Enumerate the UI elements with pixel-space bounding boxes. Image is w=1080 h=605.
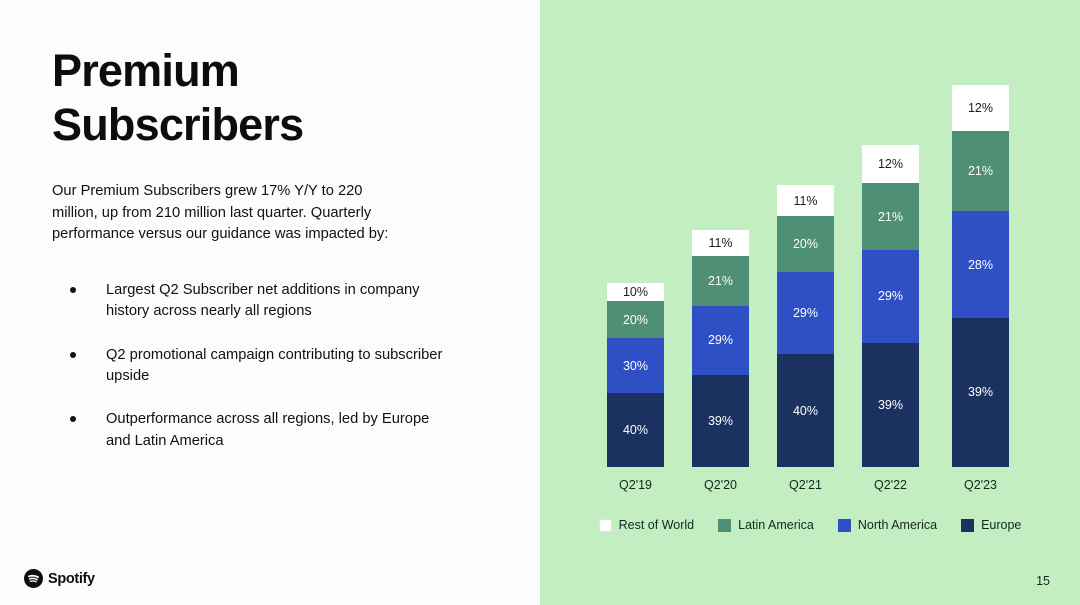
- bar-segment-label: 11%: [708, 236, 733, 251]
- legend-label: Europe: [981, 518, 1022, 532]
- bar-segment[interactable]: 12%: [952, 85, 1009, 131]
- bar-segment[interactable]: 20%: [607, 301, 664, 339]
- spotify-logo-icon: [24, 569, 43, 588]
- bullet-item: Largest Q2 Subscriber net additions in c…: [52, 280, 451, 323]
- bar-segment-label: 29%: [792, 306, 819, 321]
- stacked-bar-chart: 10% 20% 30% 40% Q2'19 11% 21% 29% 39% Q2'20 11% 20%…: [540, 0, 1080, 605]
- legend-entry[interactable]: Latin America: [718, 518, 814, 532]
- bullet-dot-icon: [70, 287, 76, 294]
- bar-segment-label: 29%: [877, 289, 904, 304]
- x-axis-label: Q2'21: [789, 478, 822, 492]
- legend-label: Latin America: [738, 518, 814, 532]
- left-content-panel: Premium Subscribers Our Premium Subscrib…: [24, 45, 490, 588]
- bar-segment-label: 39%: [967, 385, 994, 400]
- bar-segment[interactable]: 28%: [952, 211, 1009, 318]
- legend-label: North America: [857, 518, 938, 532]
- legend-entry[interactable]: Rest of World: [598, 518, 695, 532]
- x-axis-label: Q2'19: [619, 478, 652, 492]
- bar-segment-label: 20%: [622, 312, 649, 327]
- spotify-wordmark: Spotify: [48, 570, 95, 587]
- bullet-dot-icon: [70, 351, 76, 358]
- x-axis-label: Q2'23: [964, 478, 997, 492]
- bar-segment[interactable]: 11%: [777, 185, 834, 217]
- bar-segment-label: 21%: [967, 163, 994, 178]
- bar-segment[interactable]: 10%: [607, 283, 664, 302]
- bar-segment-label: 40%: [622, 423, 649, 438]
- bullet-item: Q2 promotional campaign contributing to …: [52, 345, 451, 388]
- bar-segment-label: 30%: [622, 358, 649, 373]
- bar-group[interactable]: 11% 20% 29% 40% Q2'21: [777, 185, 834, 492]
- bar-segment-label: 21%: [877, 209, 904, 224]
- bar-segment[interactable]: 21%: [692, 256, 749, 306]
- bullet-item: Outperformance across all regions, led b…: [52, 409, 451, 452]
- bar-segment-label: 12%: [967, 100, 994, 115]
- spotify-footer-logo: Spotify: [24, 569, 95, 588]
- bar-segment[interactable]: 11%: [692, 230, 749, 257]
- legend-label: Rest of World: [618, 518, 695, 532]
- legend-swatch-icon: [961, 518, 975, 532]
- bullet-text: Outperformance across all regions, led b…: [106, 411, 430, 449]
- bar-group[interactable]: 11% 21% 29% 39% Q2'20: [692, 230, 749, 492]
- bar-segment-label: 29%: [707, 333, 734, 348]
- bullet-text: Largest Q2 Subscriber net additions in c…: [106, 282, 420, 320]
- bullet-text: Q2 promotional campaign contributing to …: [106, 346, 443, 385]
- legend-swatch-icon: [837, 518, 851, 532]
- chart-panel: 10% 20% 30% 40% Q2'19 11% 21% 29% 39% Q2'20 11% 20%…: [540, 0, 1080, 605]
- page-title: Premium Subscribers: [52, 45, 304, 151]
- bar-segment-label: 39%: [707, 413, 734, 428]
- bar-segment[interactable]: 12%: [862, 145, 919, 184]
- legend-swatch-icon: [598, 518, 612, 532]
- x-axis-label: Q2'22: [874, 478, 907, 492]
- bar-segment-label: 11%: [793, 193, 818, 208]
- bar-segment-label: 40%: [792, 403, 819, 418]
- page-number: 15: [1036, 574, 1050, 588]
- bar-segment[interactable]: 39%: [692, 374, 749, 467]
- bar-segment-label: 21%: [707, 273, 734, 288]
- bar-segment-label: 12%: [877, 157, 904, 172]
- bar-group[interactable]: 12% 21% 28% 39% Q2'23: [952, 85, 1009, 492]
- bar-segment-label: 10%: [622, 285, 649, 300]
- x-axis-label: Q2'20: [704, 478, 737, 492]
- bar-segment[interactable]: 29%: [777, 272, 834, 355]
- legend-swatch-icon: [718, 518, 732, 532]
- bar-segment-label: 20%: [792, 237, 819, 252]
- intro-paragraph: Our Premium Subscribers grew 17% Y/Y to …: [52, 182, 389, 243]
- bar-segment[interactable]: 20%: [777, 216, 834, 273]
- bullet-list: Largest Q2 Subscriber net additions in c…: [52, 280, 490, 452]
- bullet-dot-icon: [70, 416, 76, 423]
- bar-segment[interactable]: 39%: [952, 318, 1009, 467]
- bar-segment-label: 28%: [967, 257, 994, 272]
- bar-group[interactable]: 12% 21% 29% 39% Q2'22: [862, 145, 919, 492]
- bar-segment[interactable]: 39%: [862, 342, 919, 467]
- bar-segment[interactable]: 40%: [777, 354, 834, 467]
- bar-segment[interactable]: 40%: [607, 393, 664, 467]
- legend-entry[interactable]: North America: [837, 518, 938, 532]
- bar-segment-label: 39%: [877, 397, 904, 412]
- legend-entry[interactable]: Europe: [961, 518, 1021, 532]
- bar-segment[interactable]: 30%: [607, 338, 664, 394]
- bar-segment[interactable]: 29%: [692, 305, 749, 375]
- bar-group[interactable]: 10% 20% 30% 40% Q2'19: [607, 283, 664, 492]
- bar-segment[interactable]: 29%: [862, 250, 919, 343]
- bar-segment[interactable]: 21%: [862, 183, 919, 251]
- bar-segment[interactable]: 21%: [952, 130, 1009, 212]
- chart-legend: Rest of World Latin America North America E…: [540, 518, 1080, 532]
